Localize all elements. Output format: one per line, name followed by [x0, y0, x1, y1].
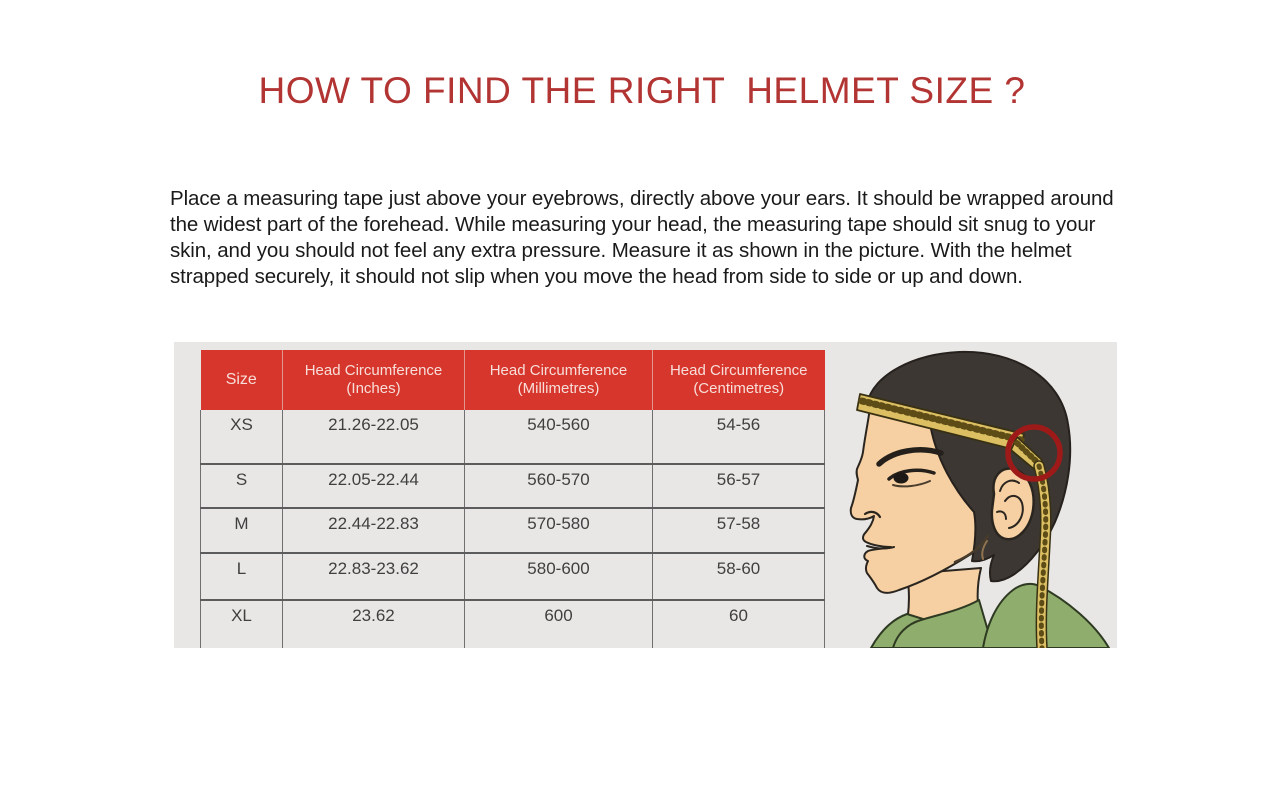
col-header-unit: (Millimetres) [517, 380, 600, 397]
centimetres-cell: 56-57 [652, 463, 825, 508]
eye-lower-lid [892, 480, 931, 488]
ear-inner-curl [1004, 495, 1024, 529]
table-row: XL 23.62 600 60 [200, 599, 825, 648]
millimetres-cell: 540-560 [464, 410, 653, 464]
size-cell: XL [200, 599, 283, 648]
table-row: S 22.05-22.44 560-570 56-57 [200, 463, 825, 508]
col-header-centimetres: Head Circumference (Centimetres) [652, 350, 825, 410]
inches-cell: 22.83-23.62 [282, 552, 465, 600]
col-header-millimetres: Head Circumference (Millimetres) [464, 350, 653, 410]
nostril [863, 510, 882, 519]
under-ear-line [981, 540, 988, 560]
shirt-collar [892, 599, 994, 648]
millimetres-cell: 580-600 [464, 552, 653, 600]
col-header-title: Head Circumference [304, 362, 443, 379]
inches-cell: 22.44-22.83 [282, 507, 465, 553]
size-cell: S [200, 463, 283, 508]
eye-upper-lid [887, 468, 936, 481]
measuring-tape-band-marks [858, 397, 1025, 444]
inches-cell: 21.26-22.05 [282, 410, 465, 464]
table-row: XS 21.26-22.05 540-560 54-56 [200, 410, 825, 464]
table-row: L 22.83-23.62 580-600 58-60 [200, 552, 825, 600]
table-row: M 22.44-22.83 570-580 57-58 [200, 507, 825, 553]
page-title: HOW TO FIND THE RIGHT HELMET SIZE ? [258, 70, 1026, 111]
col-header-title: Head Circumference [669, 362, 808, 379]
centimetres-cell: 60 [652, 599, 825, 648]
centimetres-cell: 58-60 [652, 552, 825, 600]
millimetres-cell: 560-570 [464, 463, 653, 508]
millimetres-cell: 570-580 [464, 507, 653, 553]
col-header-unit: (Centimetres) [693, 380, 785, 397]
inches-cell: 23.62 [282, 599, 465, 648]
size-cell: L [200, 552, 283, 600]
eyebrow [876, 447, 944, 467]
col-header-title: Size [225, 371, 257, 388]
col-header-size: Size [200, 350, 283, 410]
col-header-inches: Head Circumference (Inches) [282, 350, 465, 410]
size-chart-panel: Size Head Circumference (Inches) Head Ci… [174, 342, 1117, 648]
size-cell: XS [200, 410, 283, 464]
millimetres-cell: 600 [464, 599, 653, 648]
col-header-unit: (Inches) [346, 380, 401, 397]
eye-pupil [893, 472, 909, 484]
mouth-line [866, 545, 895, 550]
cheek-line [953, 534, 990, 564]
intro-paragraph: Place a measuring tape just above your e… [170, 187, 1114, 288]
measuring-tape-fold-marks [1014, 440, 1040, 465]
measuring-tape-hanging-marks [1036, 463, 1049, 648]
size-cell: M [200, 507, 283, 553]
tape-end-highlight-circle [1005, 424, 1063, 482]
centimetres-cell: 57-58 [652, 507, 825, 553]
ear-inner-top [999, 479, 1020, 492]
head-measurement-illustration [849, 350, 1110, 648]
table-header-row: Size Head Circumference (Inches) Head Ci… [200, 350, 825, 410]
centimetres-cell: 54-56 [652, 410, 825, 464]
inches-cell: 22.05-22.44 [282, 463, 465, 508]
ear-tragus [996, 510, 1007, 520]
col-header-title: Head Circumference [489, 362, 628, 379]
helmet-size-table: Size Head Circumference (Inches) Head Ci… [200, 350, 825, 648]
